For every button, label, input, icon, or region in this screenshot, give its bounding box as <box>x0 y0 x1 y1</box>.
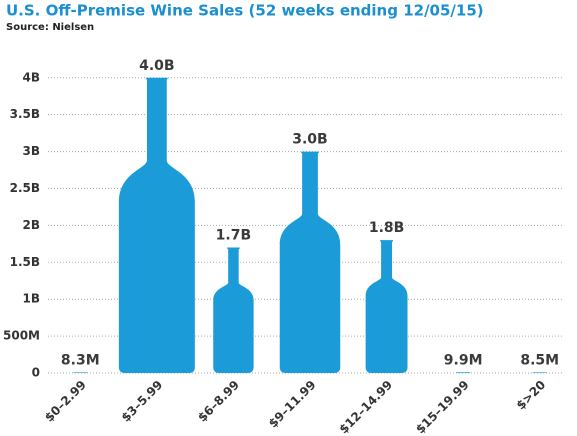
value-label: 1.7B <box>216 228 251 244</box>
y-tick-label: 3B <box>23 144 41 158</box>
y-tick-label: 500M <box>3 329 40 343</box>
y-tick-label: 1B <box>23 292 41 306</box>
value-label: 9.9M <box>444 352 483 368</box>
x-tick-label: $3–5.99 <box>119 378 166 425</box>
x-tick-label: $9–11.99 <box>266 378 319 431</box>
bottle-bar <box>532 372 547 373</box>
value-label: 8.3M <box>61 352 100 368</box>
x-tick-label: $15–19.99 <box>413 378 472 436</box>
bottle-bar <box>213 247 254 373</box>
value-label: 1.8B <box>369 220 404 236</box>
bottle-bar <box>118 77 195 373</box>
y-tick-label: 2.5B <box>10 181 40 195</box>
y-tick-label: 2B <box>23 218 41 232</box>
value-label: 4.0B <box>139 58 174 74</box>
x-tick-label: $0–2.99 <box>42 378 89 425</box>
y-tick-label: 1.5B <box>10 255 40 269</box>
y-tick-label: 4B <box>23 70 41 84</box>
y-tick-label: 3.5B <box>10 107 40 121</box>
x-tick-label: $>20 <box>514 378 549 413</box>
chart-title: U.S. Off-Premise Wine Sales (52 weeks en… <box>6 2 484 20</box>
x-tick-label: $12–14.99 <box>336 378 395 436</box>
bottle-bar <box>456 372 471 373</box>
bottle-bar <box>365 240 408 373</box>
y-tick-label: 0 <box>32 366 40 380</box>
value-label: 3.0B <box>292 132 327 148</box>
x-tick-label: $6–8.99 <box>195 378 242 425</box>
chart-subtitle: Source: Nielsen <box>6 22 94 33</box>
bottle-bar <box>73 372 88 373</box>
bottle-bar <box>279 151 341 373</box>
value-label: 8.5M <box>520 352 559 368</box>
